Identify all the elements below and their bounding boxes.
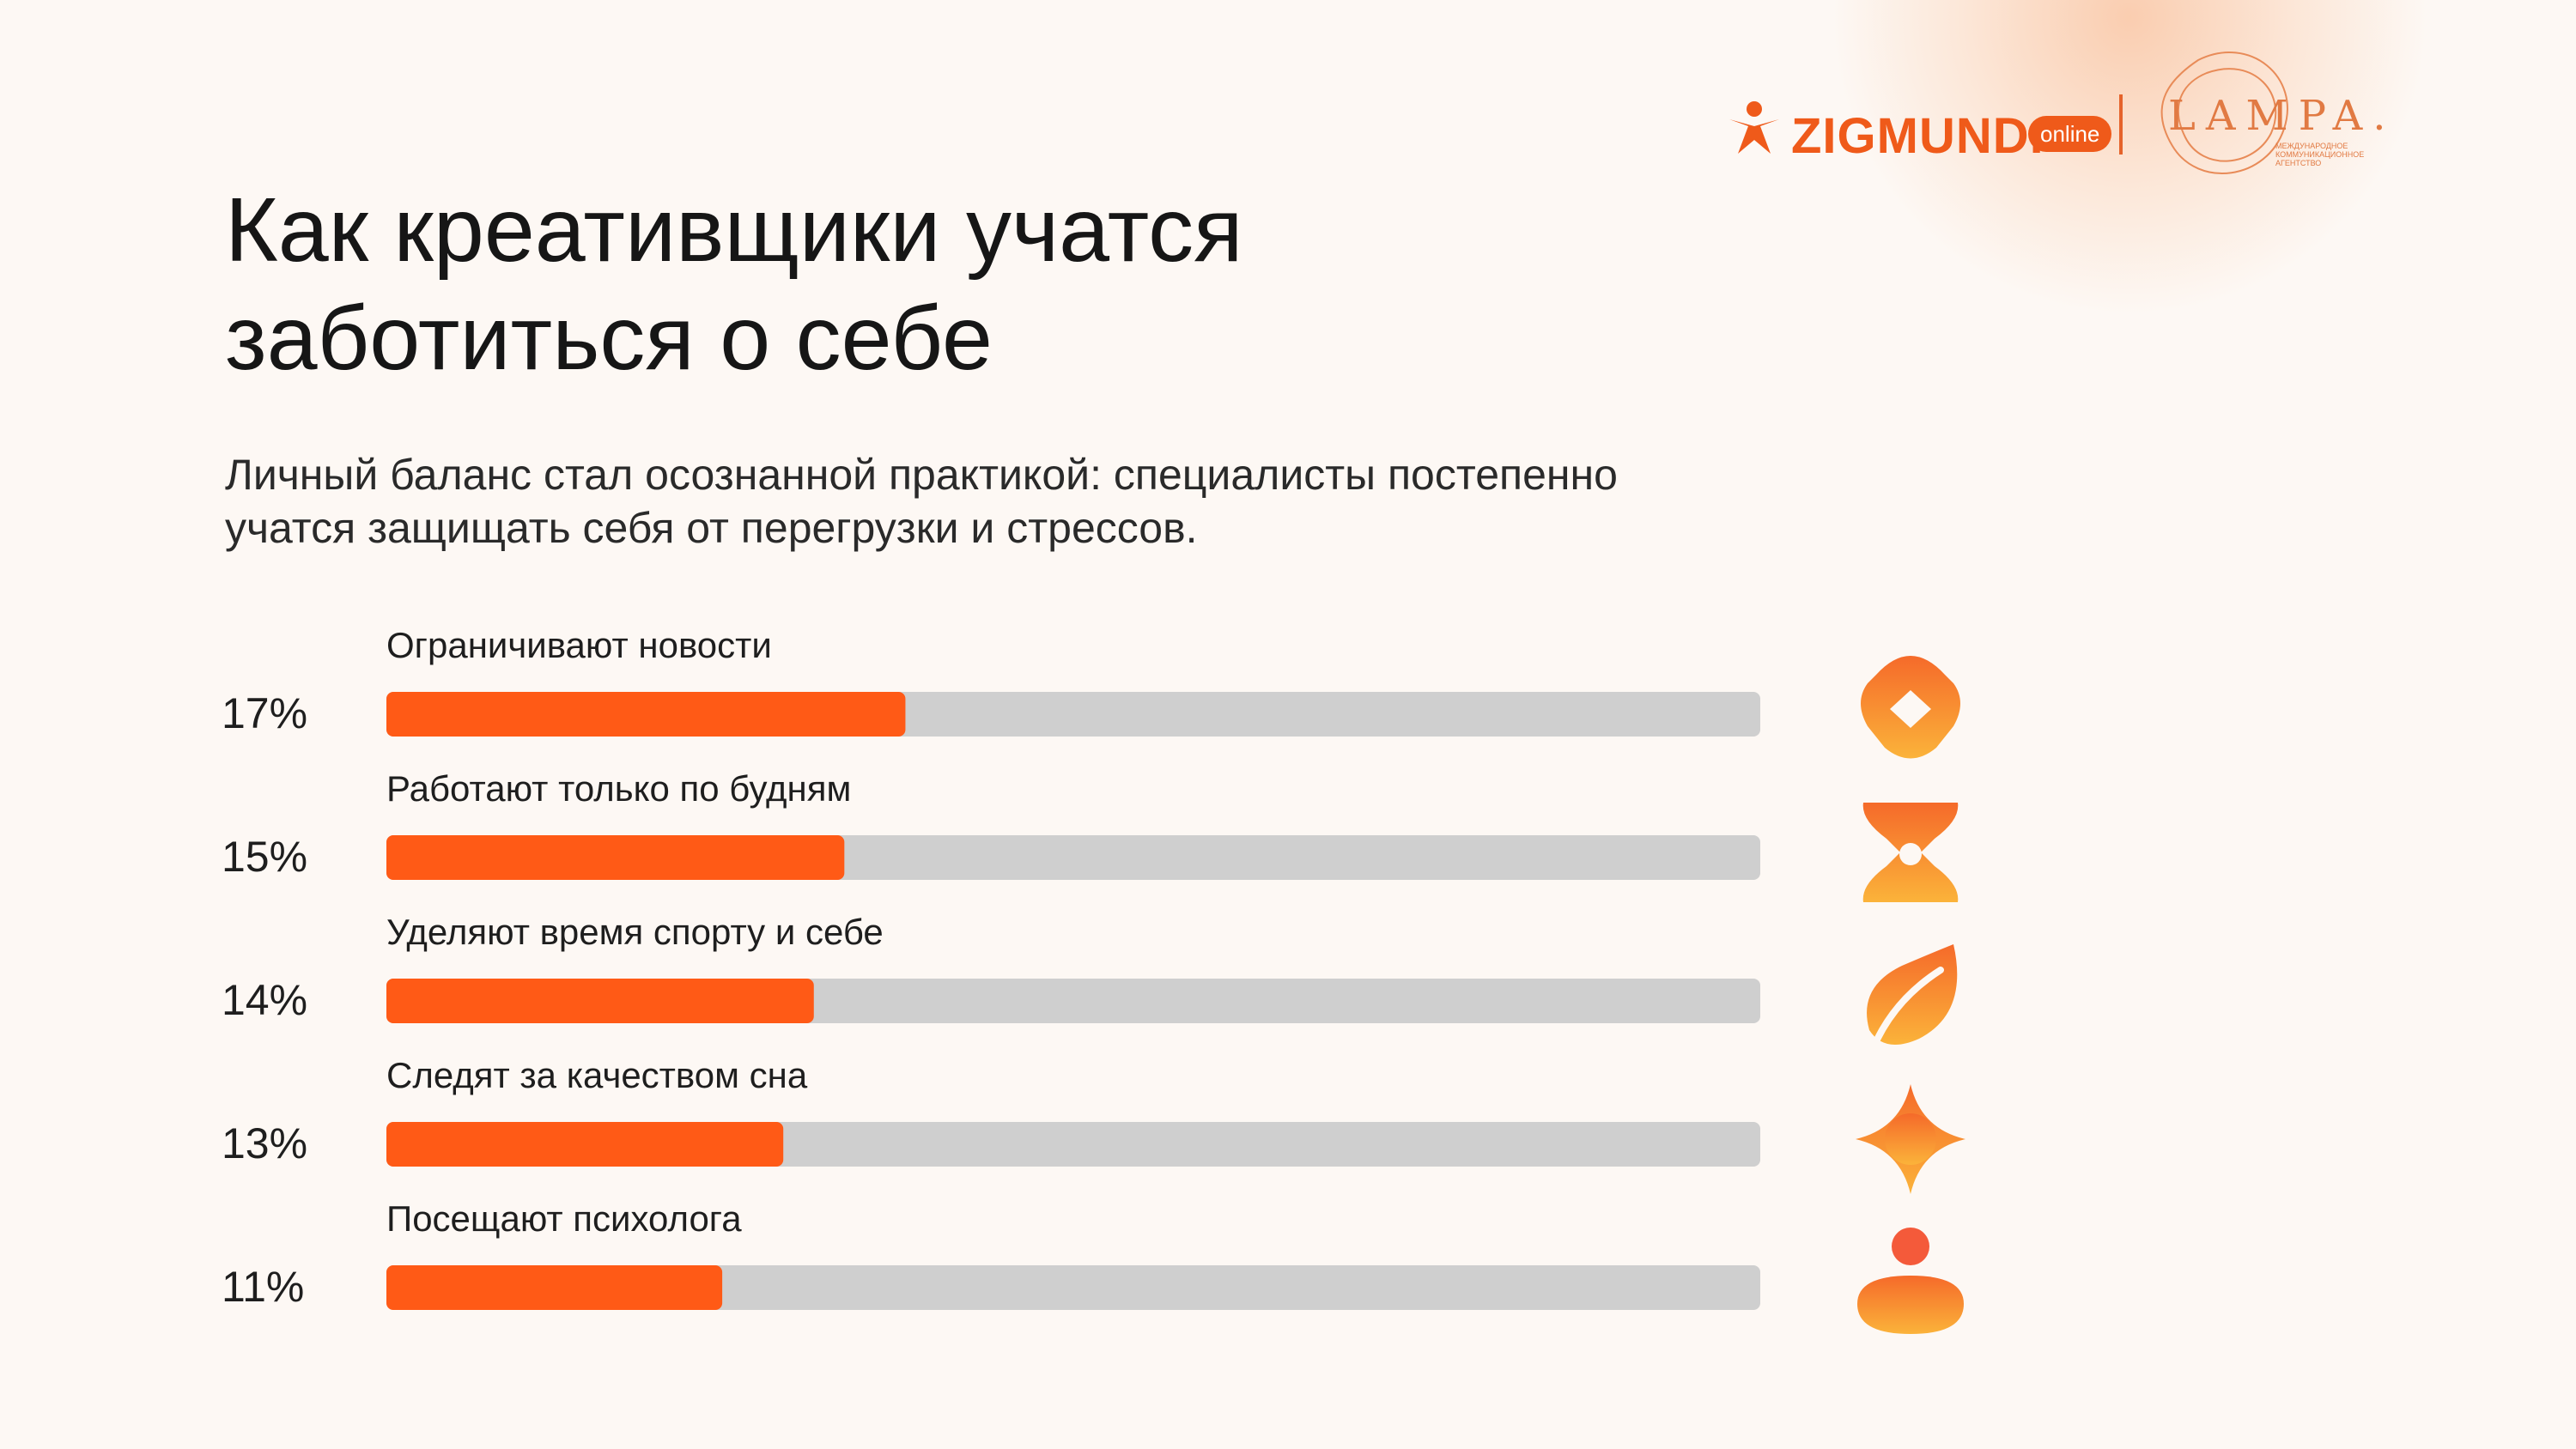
sparkle-icon	[1856, 1084, 1965, 1194]
page-title-line: заботиться о себе	[225, 288, 993, 389]
zigmund-wordmark: ZIGMUND.	[1791, 108, 2044, 164]
bar-fill	[386, 979, 814, 1023]
person-icon-shape	[1892, 1228, 1929, 1265]
leaf-icon-shape	[1869, 967, 1944, 1052]
sparkle-icon-shape	[1885, 1113, 1936, 1165]
category-label: Посещают психолога	[386, 1198, 742, 1239]
category-label: Ограничивают новости	[386, 625, 772, 665]
bar-fill	[386, 835, 845, 880]
lampa-wordmark: LAMPA.	[2168, 92, 2397, 140]
value-label: 11%	[222, 1263, 304, 1311]
header-logos: ZIGMUND. online LAMPA. МЕЖДУНАРОДНОЕ КОМ…	[1726, 47, 2396, 219]
hourglass-icon	[1862, 803, 1959, 902]
bar-fill	[386, 1122, 784, 1167]
page-subtitle: Личный баланс стал осознанной практикой:…	[225, 448, 2028, 555]
diamond-icon-shape	[1890, 690, 1931, 728]
zigmund-online-badge: online	[2028, 116, 2112, 152]
bar-track	[386, 1265, 1760, 1310]
lampa-swirl-icon	[2160, 52, 2288, 174]
category-label: Следят за качеством сна	[386, 1055, 808, 1095]
bar-fill	[386, 692, 906, 737]
leaf-icon	[1867, 944, 1958, 1052]
hourglass-icon-shape	[1899, 843, 1922, 865]
zigmund-logo-icon	[1729, 101, 1779, 154]
bar-fill	[386, 1265, 723, 1310]
page-subtitle-line: Личный баланс стал осознанной практикой:…	[225, 451, 1618, 499]
category-label: Уделяют время спорту и себе	[386, 912, 884, 952]
lampa-sub-line: КОММУНИКАЦИОННОЕ	[2275, 150, 2365, 159]
value-label: 17%	[222, 689, 307, 737]
lampa-sub-line: МЕЖДУНАРОДНОЕ	[2275, 142, 2348, 150]
value-label: 14%	[222, 976, 307, 1024]
page-title: Как креативщики учатся заботиться о себе	[225, 176, 1856, 392]
person-icon	[1857, 1228, 1964, 1334]
logo-divider	[2119, 94, 2123, 155]
person-icon-shape	[1857, 1276, 1964, 1334]
lampa-subtitle: МЕЖДУНАРОДНОЕ КОММУНИКАЦИОННОЕ АГЕНТСТВО	[2275, 142, 2404, 167]
value-label: 15%	[222, 833, 307, 881]
page-subtitle-line: учатся защищать себя от перегрузки и стр…	[225, 504, 1198, 552]
page-title-line: Как креативщики учатся	[225, 179, 1243, 281]
diamond-icon	[1861, 656, 1960, 759]
value-label: 13%	[222, 1119, 307, 1167]
category-label: Работают только по будням	[386, 768, 851, 809]
lampa-sub-line: АГЕНТСТВО	[2275, 159, 2322, 167]
